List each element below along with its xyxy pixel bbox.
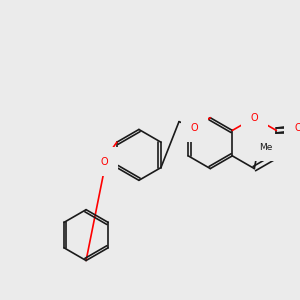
Text: O: O bbox=[191, 122, 199, 133]
Text: O: O bbox=[100, 157, 108, 167]
Text: Me: Me bbox=[259, 142, 273, 152]
Text: O: O bbox=[294, 124, 300, 134]
Text: O: O bbox=[250, 113, 258, 123]
